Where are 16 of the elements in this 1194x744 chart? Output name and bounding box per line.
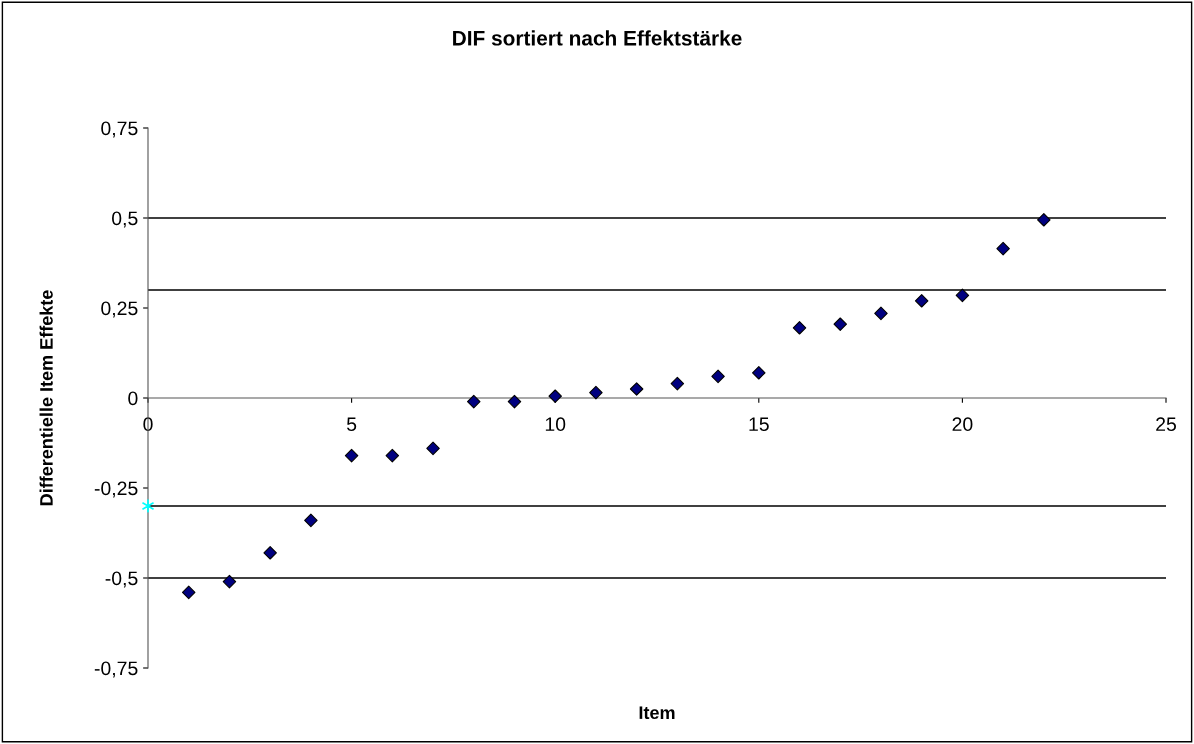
x-tick-label: 20 — [952, 417, 973, 432]
chart-title: DIF sortiert nach Effektstärke — [453, 30, 742, 46]
x-tick-label: 15 — [749, 417, 769, 432]
y-tick-label: -0,75 — [94, 661, 138, 678]
x-tick-label: 25 — [1156, 417, 1176, 432]
x-axis-title: Item — [639, 706, 675, 720]
y-tick-label: -0,25 — [94, 481, 138, 498]
y-tick-label: 0,25 — [101, 301, 138, 318]
x-tick-label: 10 — [545, 417, 566, 432]
y-tick-label: 0 — [128, 391, 138, 406]
y-tick-label: 0,5 — [112, 211, 138, 228]
y-tick-label: 0,75 — [101, 121, 138, 138]
y-tick-label: -0,5 — [105, 571, 138, 588]
x-tick-label: 0 — [143, 417, 153, 432]
y-axis-title: Differentielle Item Effekte — [39, 290, 53, 506]
x-tick-label: 5 — [346, 417, 357, 432]
